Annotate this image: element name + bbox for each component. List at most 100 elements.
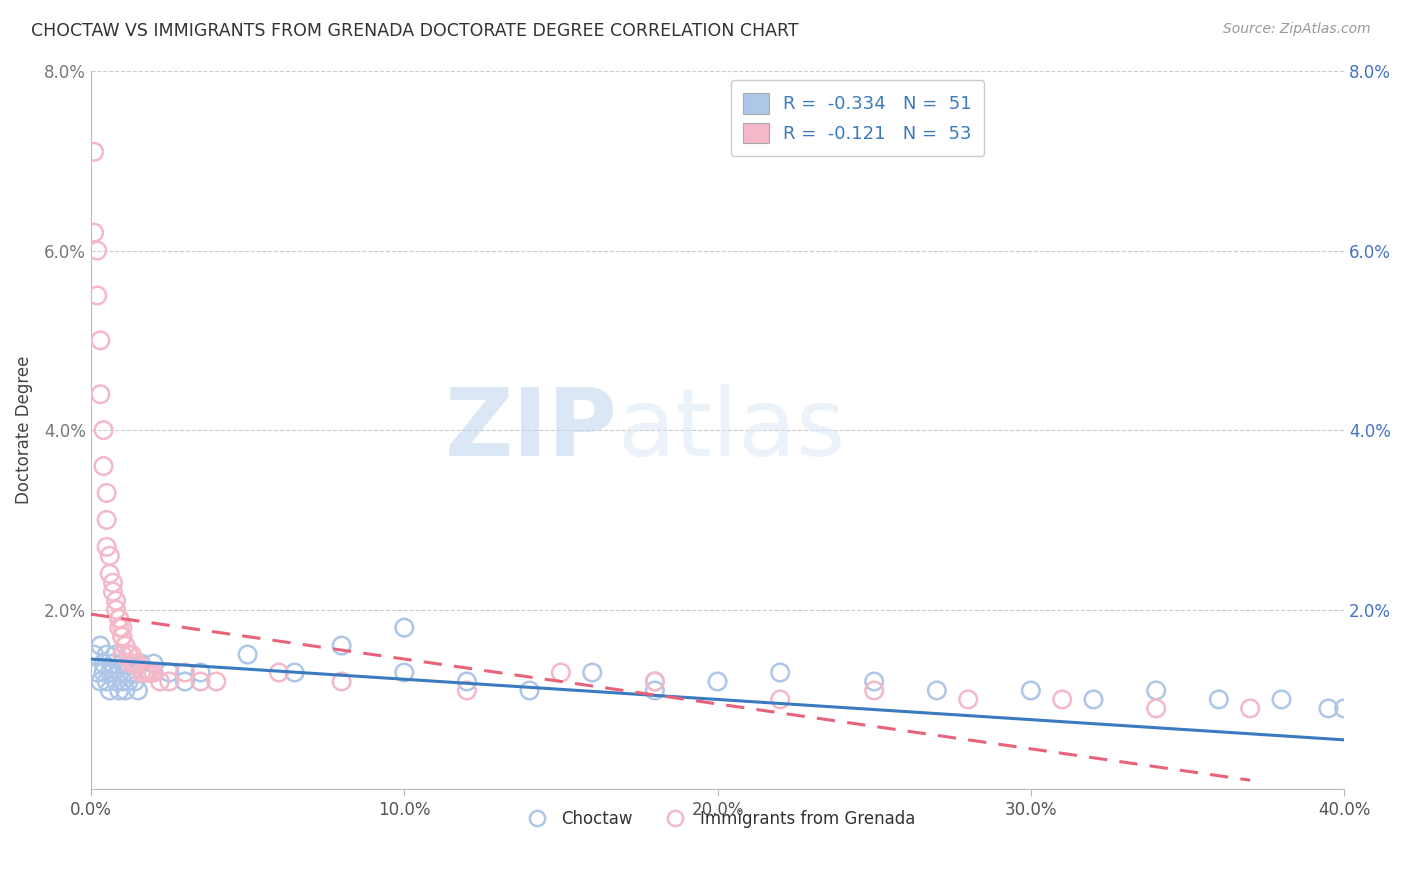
- Point: [1050, 692, 1073, 706]
- Point: [129, 665, 152, 680]
- Point: [83, 648, 105, 662]
- Point: [89, 674, 111, 689]
- Point: [174, 665, 197, 680]
- Point: [142, 665, 165, 680]
- Point: [86, 244, 108, 258]
- Point: [1239, 701, 1261, 715]
- Point: [644, 674, 666, 689]
- Point: [769, 665, 792, 680]
- Point: [394, 621, 416, 635]
- Point: [83, 226, 105, 240]
- Point: [105, 674, 128, 689]
- Point: [111, 657, 134, 671]
- Point: [550, 665, 572, 680]
- Point: [456, 683, 478, 698]
- Point: [93, 458, 115, 473]
- Point: [284, 665, 307, 680]
- Point: [114, 639, 136, 653]
- Point: [1019, 683, 1042, 698]
- Point: [98, 665, 121, 680]
- Point: [111, 630, 134, 644]
- Point: [86, 288, 108, 302]
- Point: [98, 549, 121, 563]
- Point: [105, 602, 128, 616]
- Point: [1208, 692, 1230, 706]
- Point: [117, 674, 139, 689]
- Point: [519, 683, 541, 698]
- Point: [644, 674, 666, 689]
- Point: [98, 566, 121, 581]
- Y-axis label: Doctorate Degree: Doctorate Degree: [15, 356, 32, 504]
- Point: [205, 674, 228, 689]
- Point: [149, 674, 172, 689]
- Point: [957, 692, 980, 706]
- Point: [1144, 683, 1167, 698]
- Point: [121, 665, 143, 680]
- Point: [83, 145, 105, 159]
- Point: [89, 639, 111, 653]
- Point: [142, 657, 165, 671]
- Point: [1083, 692, 1105, 706]
- Point: [96, 674, 118, 689]
- Point: [1317, 701, 1340, 715]
- Point: [117, 648, 139, 662]
- Point: [93, 657, 115, 671]
- Point: [117, 648, 139, 662]
- Point: [330, 639, 353, 653]
- Text: CHOCTAW VS IMMIGRANTS FROM GRENADA DOCTORATE DEGREE CORRELATION CHART: CHOCTAW VS IMMIGRANTS FROM GRENADA DOCTO…: [31, 22, 799, 40]
- Point: [863, 674, 886, 689]
- Point: [136, 665, 159, 680]
- Point: [114, 683, 136, 698]
- Point: [127, 657, 149, 671]
- Point: [644, 683, 666, 698]
- Point: [101, 665, 124, 680]
- Point: [108, 683, 131, 698]
- Point: [121, 648, 143, 662]
- Point: [925, 683, 948, 698]
- Point: [157, 665, 180, 680]
- Point: [101, 575, 124, 590]
- Text: Source: ZipAtlas.com: Source: ZipAtlas.com: [1223, 22, 1371, 37]
- Point: [101, 657, 124, 671]
- Point: [190, 665, 212, 680]
- Point: [134, 665, 156, 680]
- Point: [111, 674, 134, 689]
- Point: [157, 674, 180, 689]
- Point: [129, 657, 152, 671]
- Point: [96, 486, 118, 500]
- Point: [1144, 701, 1167, 715]
- Point: [105, 648, 128, 662]
- Point: [111, 630, 134, 644]
- Point: [101, 584, 124, 599]
- Point: [1270, 692, 1292, 706]
- Point: [706, 674, 728, 689]
- Point: [89, 334, 111, 348]
- Point: [86, 665, 108, 680]
- Point: [267, 665, 290, 680]
- Text: ZIP: ZIP: [444, 384, 617, 476]
- Point: [105, 593, 128, 607]
- Point: [96, 648, 118, 662]
- Point: [124, 657, 146, 671]
- Point: [124, 674, 146, 689]
- Point: [108, 612, 131, 626]
- Point: [174, 674, 197, 689]
- Point: [108, 665, 131, 680]
- Point: [96, 540, 118, 554]
- Point: [93, 665, 115, 680]
- Point: [89, 387, 111, 401]
- Point: [93, 423, 115, 437]
- Legend: Choctaw, Immigrants from Grenada: Choctaw, Immigrants from Grenada: [513, 804, 922, 835]
- Point: [127, 683, 149, 698]
- Point: [114, 665, 136, 680]
- Point: [108, 621, 131, 635]
- Point: [236, 648, 259, 662]
- Point: [136, 665, 159, 680]
- Point: [1333, 701, 1355, 715]
- Text: atlas: atlas: [617, 384, 845, 476]
- Point: [456, 674, 478, 689]
- Point: [108, 612, 131, 626]
- Point: [394, 665, 416, 680]
- Point: [139, 665, 162, 680]
- Point: [111, 621, 134, 635]
